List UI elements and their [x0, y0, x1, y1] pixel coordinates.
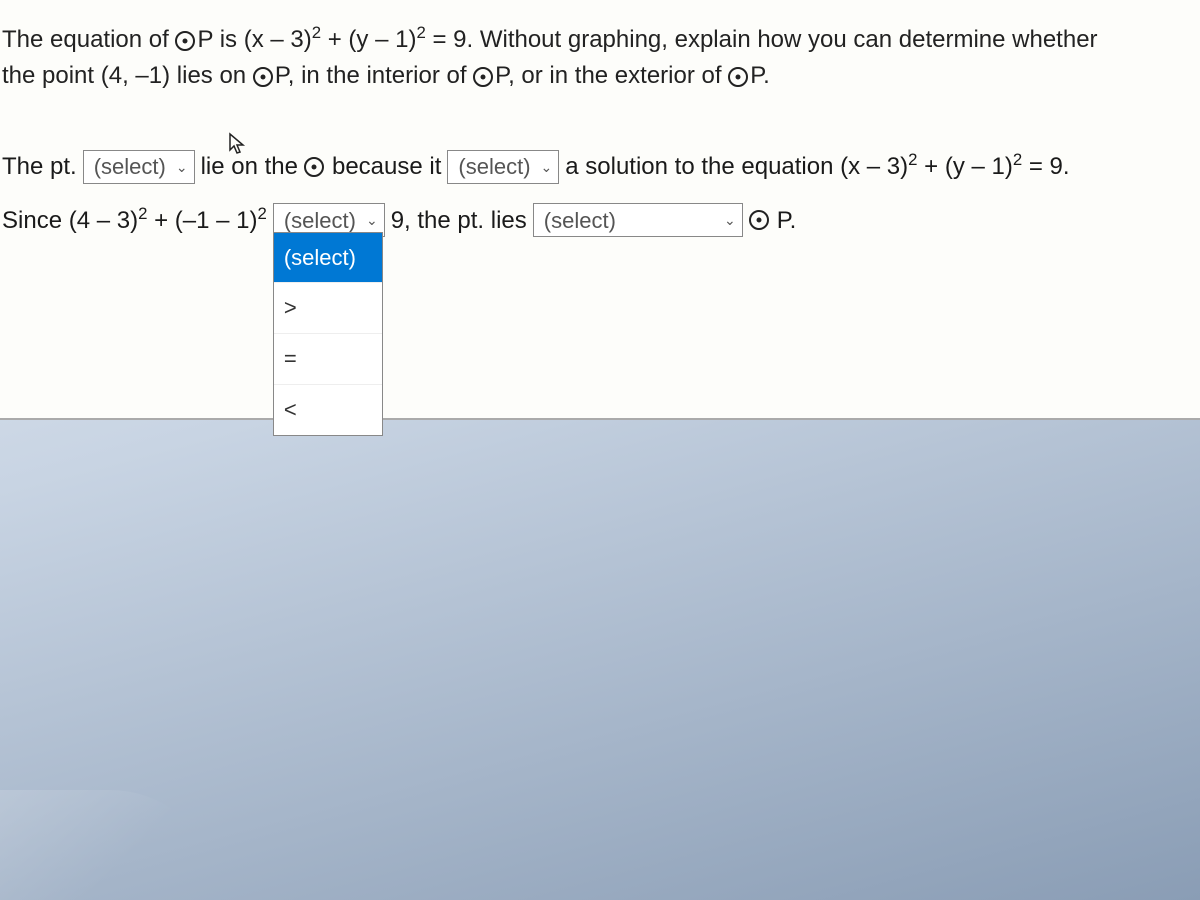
text-fragment: P, or in the exterior of	[495, 62, 728, 89]
screen-glare	[0, 790, 220, 900]
select-solution[interactable]: (select) ⌄	[447, 150, 559, 184]
circle-dot-icon	[253, 67, 273, 87]
select-comparison-container: (select) ⌄ (select) > = <	[273, 198, 385, 244]
select-placeholder: (select)	[458, 146, 530, 188]
circle-dot-icon	[749, 210, 769, 230]
text-fragment: The equation of	[2, 26, 175, 53]
text-fragment: P.	[777, 198, 797, 244]
chevron-down-icon: ⌄	[724, 207, 736, 234]
text-fragment: P is (x – 3)	[197, 26, 311, 53]
circle-dot-icon	[175, 31, 195, 51]
text-fragment: a solution to the equation (x – 3) 2 + (y…	[565, 144, 1069, 190]
text-fragment: the point (4, –1) lies on	[2, 62, 253, 89]
text-fragment: P.	[750, 62, 770, 89]
text-fragment: Since (4 – 3)2 + (–1 – 1)2	[2, 198, 267, 244]
circle-p-symbol	[749, 210, 771, 230]
chevron-down-icon: ⌄	[541, 154, 553, 181]
text-fragment: + (y – 1)	[917, 153, 1012, 180]
text-fragment: 9, the pt. lies	[391, 198, 527, 244]
text-fragment: = 9.	[1022, 153, 1069, 180]
text-fragment: a solution to the equation (x – 3)	[565, 153, 908, 180]
text-fragment: because it	[332, 144, 441, 190]
circle-p-symbol	[728, 67, 750, 87]
answer-line-1: The pt. (select) ⌄ lie on the because it…	[0, 144, 1190, 190]
text-fragment: = 9. Without graphing, explain how you c…	[426, 26, 1098, 53]
text-fragment: Since (4 – 3)	[2, 207, 138, 234]
circle-p-symbol	[473, 67, 495, 87]
exponent: 2	[257, 204, 266, 223]
dropdown-option-greater[interactable]: >	[274, 283, 382, 334]
dropdown-option-placeholder[interactable]: (select)	[274, 233, 382, 284]
exponent: 2	[416, 23, 425, 42]
cursor-icon	[228, 132, 248, 162]
answer-line-2: Since (4 – 3)2 + (–1 – 1)2 (select) ⌄ (s…	[0, 198, 1190, 244]
circle-dot-icon	[304, 157, 324, 177]
exponent: 2	[1013, 150, 1022, 169]
select-location[interactable]: (select) ⌄	[533, 203, 743, 237]
circle-p-symbol	[304, 157, 326, 177]
exponent: 2	[312, 23, 321, 42]
question-line1: The equation of P is (x – 3)2 + (y – 1)2…	[2, 26, 1098, 53]
lower-background	[0, 420, 1200, 900]
question-panel: The equation of P is (x – 3)2 + (y – 1)2…	[0, 0, 1200, 420]
chevron-down-icon: ⌄	[176, 154, 188, 181]
text-fragment: + (–1 – 1)	[147, 207, 257, 234]
circle-p-symbol	[253, 67, 275, 87]
text-fragment: + (y – 1)	[321, 26, 416, 53]
dropdown-menu: (select) > = <	[273, 232, 383, 436]
question-line2: the point (4, –1) lies on P, in the inte…	[2, 62, 770, 89]
dropdown-option-equal[interactable]: =	[274, 334, 382, 385]
select-pt-lie[interactable]: (select) ⌄	[83, 150, 195, 184]
dropdown-option-less[interactable]: <	[274, 385, 382, 435]
circle-dot-icon	[473, 67, 493, 87]
text-fragment: The pt.	[2, 144, 77, 190]
chevron-down-icon: ⌄	[366, 207, 378, 234]
circle-p-symbol	[175, 31, 197, 51]
text-fragment: P, in the interior of	[275, 62, 473, 89]
circle-dot-icon	[728, 67, 748, 87]
select-placeholder: (select)	[544, 200, 616, 242]
text-fragment: lie on the	[201, 144, 298, 190]
question-text: The equation of P is (x – 3)2 + (y – 1)2…	[0, 20, 1190, 94]
select-placeholder: (select)	[94, 146, 166, 188]
